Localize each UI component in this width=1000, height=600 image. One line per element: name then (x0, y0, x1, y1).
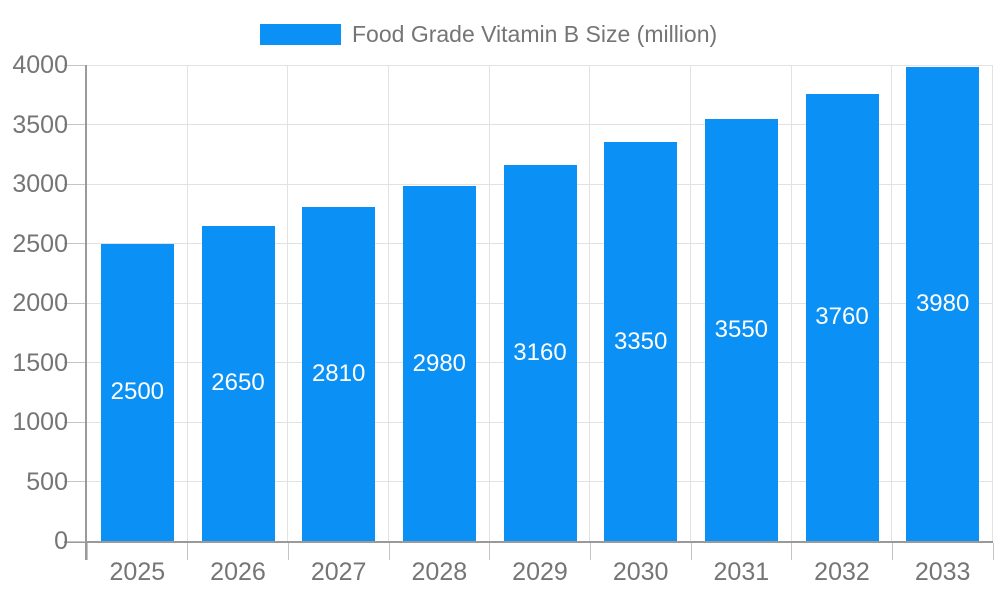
bar-2029[interactable]: 3160 (503, 164, 577, 541)
x-axis-label: 2026 (210, 558, 266, 586)
y-axis-tick (64, 362, 85, 363)
y-axis-tick (64, 64, 85, 66)
x-axis-tick (187, 543, 189, 560)
bar-value-label: 3160 (513, 338, 567, 366)
bar-value-label: 3550 (714, 315, 769, 343)
bar-value-label: 3350 (613, 327, 668, 355)
gridline-vertical (891, 65, 893, 541)
bar-value-label: 3980 (915, 290, 970, 318)
legend-swatch-icon (260, 24, 341, 45)
y-axis-label: 500 (26, 467, 68, 496)
gridline-vertical (388, 65, 389, 541)
gridline-vertical (690, 65, 691, 541)
bar-2028[interactable]: 2980 (402, 186, 476, 541)
y-axis-tick (64, 243, 85, 244)
x-axis-extension (64, 541, 85, 543)
gridline-horizontal (87, 124, 993, 125)
bar-value-label: 2500 (110, 378, 165, 406)
x-axis-tick (589, 543, 591, 560)
y-axis-tick (64, 302, 85, 304)
bar-value-label: 3760 (815, 303, 869, 331)
y-axis-tick (64, 540, 85, 542)
plot-area: 2500 2650 2810 2980 3160 3350 3550 3760 3980 (64, 64, 994, 560)
x-axis-label: 2030 (612, 558, 669, 586)
bar-value-label: 2650 (211, 369, 265, 397)
y-axis-tick (64, 124, 85, 125)
x-axis-tick (388, 543, 390, 560)
x-axis-tick (791, 543, 793, 560)
gridline-vertical (589, 65, 591, 541)
bar-value-label: 2810 (311, 359, 366, 387)
gridline-vertical (992, 65, 993, 541)
y-axis-label: 4000 (12, 51, 68, 79)
y-axis-label: 0 (54, 527, 68, 555)
y-axis-label: 1500 (12, 348, 68, 377)
gridline-vertical (287, 65, 289, 541)
x-axis-tick (86, 543, 88, 560)
x-axis-tick (690, 543, 692, 560)
x-axis-label: 2032 (814, 558, 870, 586)
bar-2033[interactable]: 3980 (906, 67, 980, 541)
x-axis-label: 2028 (411, 558, 468, 586)
x-axis-label: 2031 (713, 558, 770, 586)
bar-value-label: 2980 (412, 349, 467, 377)
x-axis-label: 2025 (109, 558, 166, 586)
y-axis-label: 1000 (12, 408, 68, 436)
y-axis-extension (85, 543, 87, 560)
y-axis-tick (64, 481, 85, 482)
y-axis-label: 2000 (12, 289, 68, 317)
bar-2027[interactable]: 2810 (302, 206, 376, 541)
x-axis-label: 2027 (310, 558, 367, 586)
y-axis-tick (64, 183, 85, 185)
legend[interactable]: Food Grade Vitamin B Size (million) (260, 21, 717, 48)
x-axis-tick (489, 543, 491, 560)
y-axis-tick (64, 421, 85, 423)
x-axis-tick (992, 543, 994, 560)
legend-label: Food Grade Vitamin B Size (million) (352, 21, 718, 47)
y-axis-label: 3500 (12, 110, 68, 139)
bar-2030[interactable]: 3350 (604, 142, 678, 541)
bar-2025[interactable]: 2500 (100, 243, 174, 541)
gridline-vertical (186, 65, 188, 541)
y-axis-label: 2500 (12, 229, 68, 258)
x-axis-tick (287, 543, 289, 560)
bar-2032[interactable]: 3760 (805, 93, 879, 541)
x-axis-label: 2029 (512, 558, 568, 586)
gridline-vertical (790, 65, 792, 541)
bar-2031[interactable]: 3550 (704, 118, 778, 541)
x-axis-tick (891, 543, 893, 560)
bar-2026[interactable]: 2650 (201, 225, 275, 541)
gridline-vertical (488, 65, 490, 541)
x-axis-label: 2033 (914, 558, 971, 586)
y-axis-label: 3000 (12, 170, 68, 198)
gridline-horizontal (87, 64, 993, 66)
